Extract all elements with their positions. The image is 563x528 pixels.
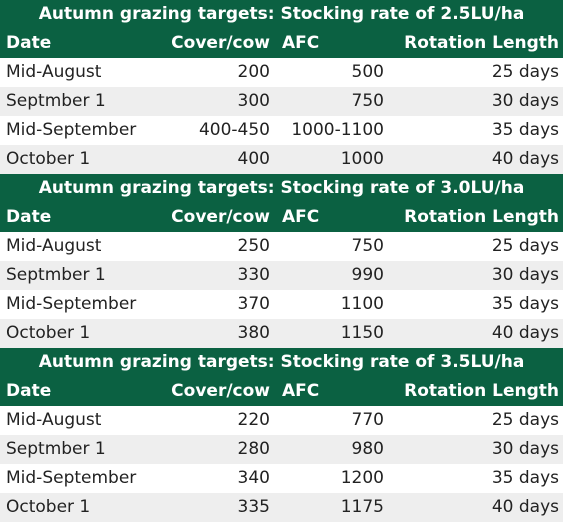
table-row: Mid-September 340 1200 35 days [0,464,563,493]
cell-cover-per-cow: 380 [237,323,270,343]
cell-date: Mid-August [6,410,102,430]
cell-rotation-length: 25 days [491,62,559,82]
cell-date: Mid-September [6,468,137,488]
cell-cover-per-cow: 400-450 [198,120,270,140]
cell-afc: 980 [351,439,384,459]
grazing-table: Autumn grazing targets: Stocking rate of… [0,348,563,522]
column-header-afc: AFC [282,33,320,53]
cell-rotation-length: 30 days [491,439,559,459]
column-header-cover-per-cow: Cover/cow [171,33,270,53]
cell-rotation-length: 30 days [491,265,559,285]
cell-rotation-length: 30 days [491,91,559,111]
cell-date: Mid-September [6,294,137,314]
table-row: October 1 400 1000 40 days [0,145,563,174]
cell-rotation-length: 35 days [491,468,559,488]
cell-date: Mid-August [6,62,102,82]
cell-rotation-length: 35 days [491,120,559,140]
column-header-date: Date [6,381,52,401]
table-row: October 1 380 1150 40 days [0,319,563,348]
cell-cover-per-cow: 200 [237,62,270,82]
table-title: Autumn grazing targets: Stocking rate of… [0,0,563,29]
table-row: Mid-August 220 770 25 days [0,406,563,435]
cell-date: October 1 [6,323,91,343]
cell-cover-per-cow: 330 [237,265,270,285]
table-title: Autumn grazing targets: Stocking rate of… [0,348,563,377]
cell-cover-per-cow: 370 [237,294,270,314]
table-row: Septmber 1 280 980 30 days [0,435,563,464]
cell-rotation-length: 40 days [491,149,559,169]
grazing-table: Autumn grazing targets: Stocking rate of… [0,0,563,174]
cell-rotation-length: 40 days [491,323,559,343]
cell-date: Septmber 1 [6,439,106,459]
table-row: Mid-August 200 500 25 days [0,58,563,87]
cell-rotation-length: 25 days [491,236,559,256]
table-header-row: Date Cover/cow AFC Rotation Length [0,377,563,406]
cell-cover-per-cow: 400 [237,149,270,169]
table-header-row: Date Cover/cow AFC Rotation Length [0,29,563,58]
cell-afc: 770 [351,410,384,430]
table-row: Septmber 1 300 750 30 days [0,87,563,116]
cell-afc: 1100 [340,294,384,314]
cell-cover-per-cow: 220 [237,410,270,430]
table-title: Autumn grazing targets: Stocking rate of… [0,174,563,203]
cell-afc: 750 [351,91,384,111]
column-header-cover-per-cow: Cover/cow [171,207,270,227]
table-header-row: Date Cover/cow AFC Rotation Length [0,203,563,232]
table-row: October 1 335 1175 40 days [0,493,563,522]
cell-date: Mid-September [6,120,137,140]
cell-rotation-length: 40 days [491,497,559,517]
cell-date: Septmber 1 [6,265,106,285]
cell-cover-per-cow: 335 [237,497,270,517]
column-header-date: Date [6,207,52,227]
cell-cover-per-cow: 280 [237,439,270,459]
cell-cover-per-cow: 250 [237,236,270,256]
grazing-table: Autumn grazing targets: Stocking rate of… [0,174,563,348]
table-row: Mid-September 400-450 1000-1100 35 days [0,116,563,145]
column-header-cover-per-cow: Cover/cow [171,381,270,401]
cell-date: October 1 [6,497,91,517]
column-header-rotation-length: Rotation Length [404,33,559,53]
cell-cover-per-cow: 340 [237,468,270,488]
column-header-afc: AFC [282,207,320,227]
cell-afc: 990 [351,265,384,285]
column-header-rotation-length: Rotation Length [404,207,559,227]
cell-rotation-length: 25 days [491,410,559,430]
cell-afc: 1150 [340,323,384,343]
cell-date: Mid-August [6,236,102,256]
cell-date: October 1 [6,149,91,169]
column-header-afc: AFC [282,381,320,401]
cell-afc: 1000 [340,149,384,169]
table-row: Mid-September 370 1100 35 days [0,290,563,319]
column-header-date: Date [6,33,52,53]
column-header-rotation-length: Rotation Length [404,381,559,401]
cell-afc: 1000-1100 [291,120,384,140]
cell-rotation-length: 35 days [491,294,559,314]
cell-date: Septmber 1 [6,91,106,111]
cell-afc: 1175 [340,497,384,517]
cell-afc: 1200 [340,468,384,488]
cell-afc: 500 [351,62,384,82]
cell-cover-per-cow: 300 [237,91,270,111]
cell-afc: 750 [351,236,384,256]
table-row: Mid-August 250 750 25 days [0,232,563,261]
table-row: Septmber 1 330 990 30 days [0,261,563,290]
